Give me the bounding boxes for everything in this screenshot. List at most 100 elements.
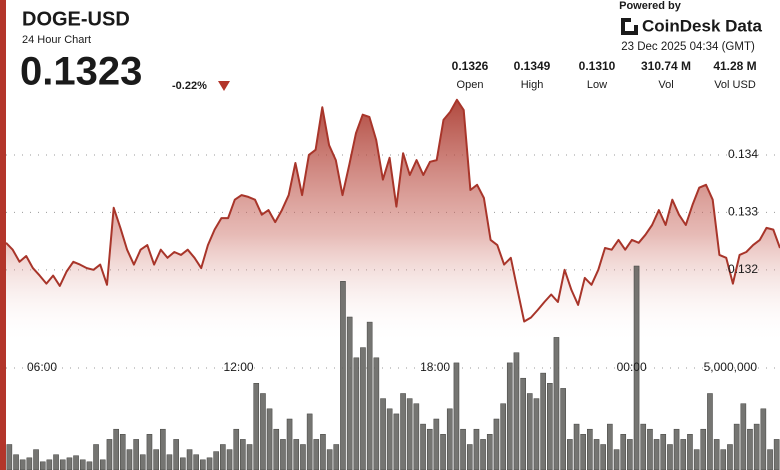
volume-bar xyxy=(640,423,647,470)
volume-bar xyxy=(613,449,620,470)
chart-title: DOGE-USD xyxy=(22,8,130,30)
volume-bar xyxy=(440,434,446,470)
chart-subtitle: 24 Hour Chart xyxy=(22,34,91,46)
volume-bar xyxy=(667,444,673,470)
brand-logo: CoinDesk Data xyxy=(621,16,763,35)
volume-bar xyxy=(166,454,173,470)
volume-bar xyxy=(133,439,139,470)
volume-bar xyxy=(46,459,53,470)
volume-bar xyxy=(453,362,460,470)
volume-bar xyxy=(400,393,406,470)
stat-value: 0.1326 xyxy=(452,59,489,73)
volume-bar xyxy=(373,357,380,470)
volume-bar xyxy=(460,428,466,470)
volume-bar xyxy=(580,434,586,470)
volume-bar xyxy=(326,449,333,470)
volume-bar xyxy=(493,418,500,470)
volume-bar xyxy=(273,428,280,470)
stat-value: 310.74 M xyxy=(641,59,691,73)
volume-bar xyxy=(146,434,153,470)
stat-label: Vol xyxy=(658,79,673,91)
down-arrow xyxy=(218,81,230,91)
timestamp: 23 Dec 2025 04:34 (GMT) xyxy=(621,41,755,53)
volume-bar xyxy=(413,403,420,470)
volume-bar xyxy=(760,408,767,470)
volume-bar xyxy=(333,444,340,470)
volume-bar xyxy=(180,457,186,470)
volume-bar xyxy=(446,408,453,470)
volume-bar xyxy=(153,449,159,470)
stat-value: 41.28 M xyxy=(713,59,756,73)
y-tick-label: 0.133 xyxy=(728,205,758,219)
volume-bar xyxy=(53,454,59,470)
volume-bar xyxy=(747,428,753,470)
volume-bar xyxy=(213,451,219,470)
volume-bar xyxy=(767,449,773,470)
x-tick-label: 18:00 xyxy=(420,360,450,374)
volume-bar xyxy=(126,449,133,470)
volume-bar xyxy=(600,444,606,470)
volume-bar xyxy=(39,461,46,470)
volume-bar xyxy=(466,444,473,470)
volume-bar xyxy=(13,454,19,470)
price-area xyxy=(6,99,780,470)
volume-bar xyxy=(687,434,693,470)
current-price: 0.1323 xyxy=(20,50,142,94)
volume-bar xyxy=(26,457,33,470)
volume-bar xyxy=(79,459,86,470)
volume-bar xyxy=(633,265,640,470)
volume-bar xyxy=(506,362,513,470)
volume-bar xyxy=(266,408,273,470)
volume-bar xyxy=(366,321,373,470)
volume-bar xyxy=(260,393,266,470)
volume-bar xyxy=(380,398,386,470)
volume-bar xyxy=(533,398,540,470)
volume-bar xyxy=(240,439,246,470)
volume-bar xyxy=(93,444,99,470)
price-line xyxy=(5,98,780,323)
plot-area: 0.132 0.133 0.134 5,000,000 06:00 12:00 18:00 0… xyxy=(5,98,780,470)
volume-bar xyxy=(226,449,233,470)
volume-bar xyxy=(139,454,146,470)
volume-bar xyxy=(280,439,286,470)
volume-bar xyxy=(286,418,293,470)
volume-bar xyxy=(607,423,613,470)
volume-bar xyxy=(193,454,199,470)
volume-bar xyxy=(473,428,480,470)
volume-bar xyxy=(573,423,580,470)
volume-bar xyxy=(693,449,700,470)
volume-bar xyxy=(727,444,733,470)
stat-label: Open xyxy=(457,79,484,91)
volume-bar xyxy=(33,449,39,470)
volume-bar xyxy=(740,403,747,470)
volume-bar xyxy=(19,459,26,470)
volume-bar xyxy=(513,352,520,470)
volume-bar xyxy=(713,439,720,470)
stat-label: Vol USD xyxy=(714,79,756,91)
stats: 0.1326 Open 0.1349 High 0.1310 Low 310.74 M Vol… xyxy=(452,59,757,91)
x-tick-label: 06:00 xyxy=(27,360,57,374)
volume-bar xyxy=(300,444,306,470)
volume-bar xyxy=(480,439,486,470)
volume-bar xyxy=(673,428,680,470)
volume-bar xyxy=(113,428,119,470)
stat-value: 0.1310 xyxy=(579,59,616,73)
volume-bar xyxy=(700,428,707,470)
volume-bar xyxy=(567,439,573,470)
volume-bar xyxy=(486,434,493,470)
volume-bar xyxy=(66,457,73,470)
volume-bar xyxy=(620,434,627,470)
volume-bar xyxy=(73,455,79,470)
price-change: -0.22% xyxy=(172,80,207,92)
volume-bar xyxy=(253,383,260,470)
volume-bar xyxy=(627,439,633,470)
volume-bar xyxy=(560,388,566,470)
volume-bar xyxy=(526,393,533,470)
volume-bar xyxy=(433,418,440,470)
volume-bar xyxy=(733,423,740,470)
volume-bar xyxy=(353,357,360,470)
volume-bar xyxy=(707,393,713,470)
volume-bar xyxy=(206,457,213,470)
volume-bar xyxy=(86,461,93,470)
